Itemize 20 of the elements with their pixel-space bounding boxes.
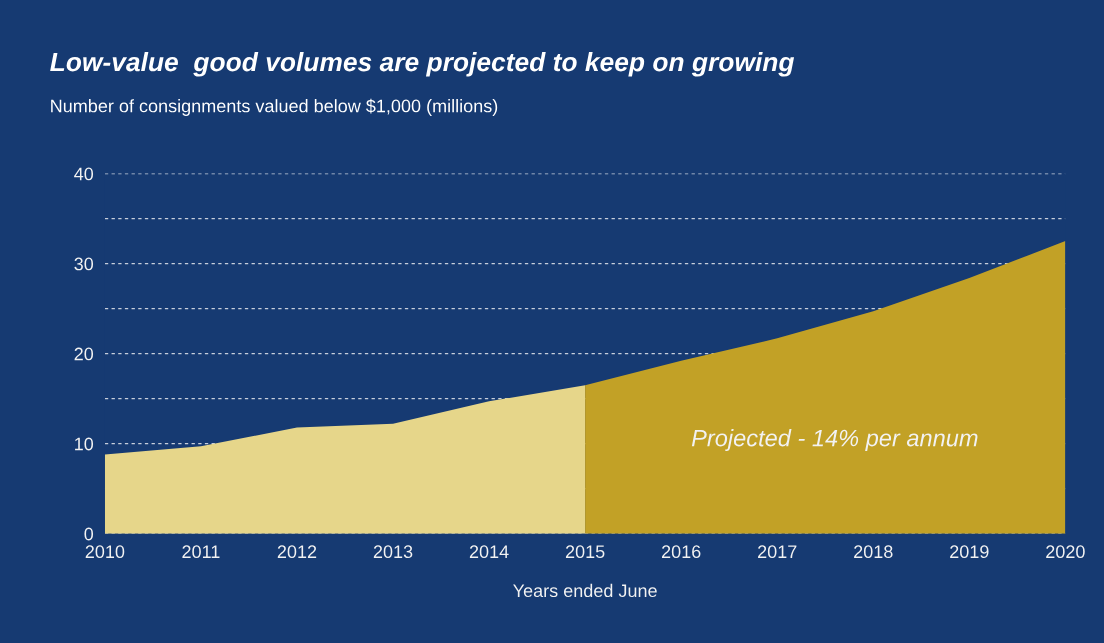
annotation: Projected - 14% per annum — [691, 429, 978, 452]
x-tick-label: 2019 — [950, 545, 989, 559]
x-tick-label: 2011 — [182, 545, 220, 559]
x-tick-label: 2010 — [85, 545, 125, 559]
x-tick-label: 2017 — [758, 545, 797, 559]
x-tick-label: 2016 — [662, 545, 701, 559]
chart-title: Low-value good volumes are projected to keep on growing — [50, 52, 795, 77]
y-tick-label: 40 — [74, 167, 94, 181]
chart-subtitle: Number of consignments valued below $1,000 (millions) — [51, 98, 498, 116]
x-tick-label: 2014 — [469, 545, 509, 559]
x-tick-label: 2012 — [277, 545, 317, 559]
x-axis-title: Years ended June — [513, 583, 657, 598]
x-tick-label: 2018 — [854, 545, 893, 559]
y-tick-label: 0 — [84, 527, 94, 541]
y-tick-label: 10 — [75, 437, 94, 451]
y-tick-label: 30 — [74, 257, 94, 271]
x-tick-label: 2013 — [373, 545, 413, 559]
x-tick-label: 2020 — [1046, 545, 1085, 559]
x-tick-label: 2015 — [565, 545, 605, 559]
y-tick-label: 20 — [74, 347, 94, 361]
